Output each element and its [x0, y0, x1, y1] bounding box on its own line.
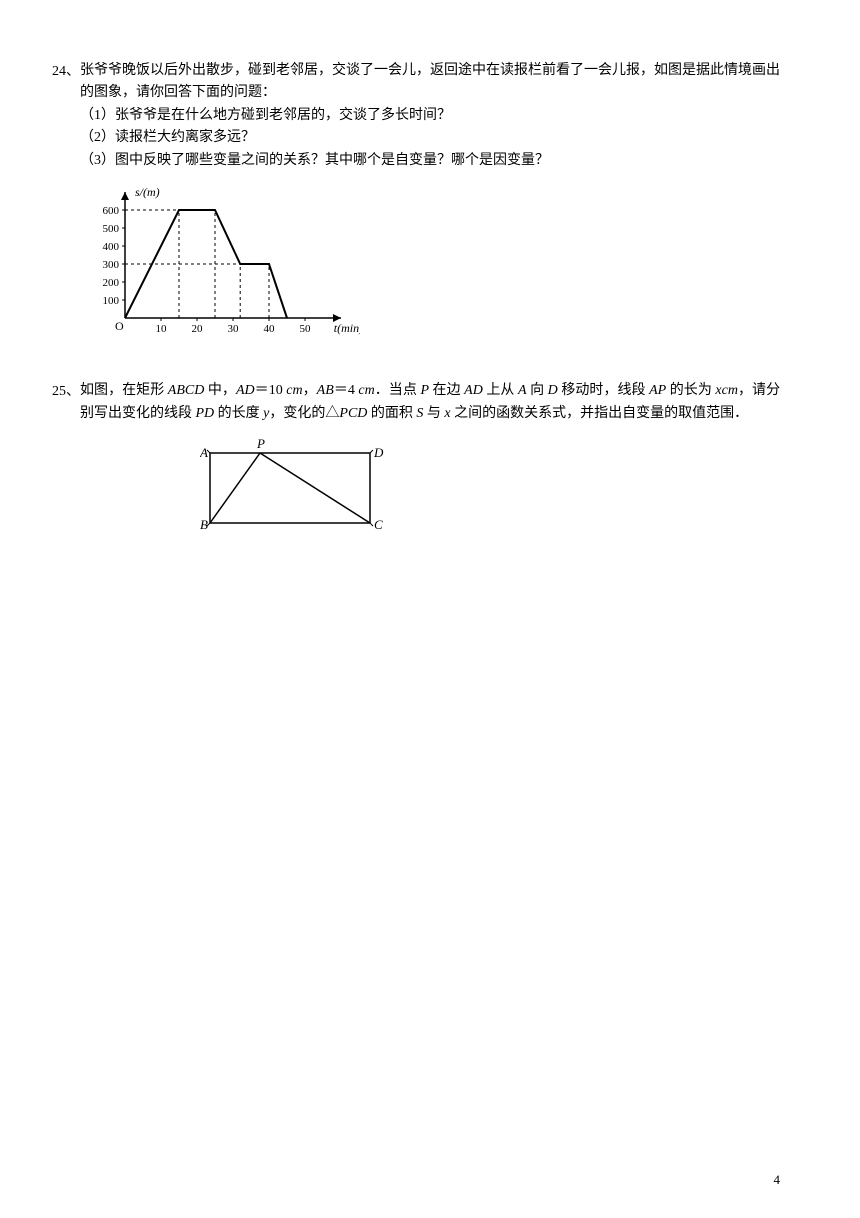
problem-25-text: 如图，在矩形 ABCD 中，AD＝10 cm，AB＝4 cm．当点 P 在边 A…	[80, 380, 780, 425]
svg-text:10: 10	[156, 323, 168, 335]
text-part: 在边	[429, 383, 464, 398]
svg-text:C: C	[374, 517, 383, 532]
rectangle-diagram: A D B C P	[200, 433, 400, 543]
page-number: 4	[774, 1172, 781, 1188]
text-part: 的长为	[666, 383, 715, 398]
svg-text:100: 100	[103, 295, 120, 307]
problem-25-figure: A D B C P	[200, 433, 780, 551]
problem-24-q3: （3）图中反映了哪些变量之间的关系？其中哪个是自变量？哪个是因变量？	[80, 150, 780, 172]
text-part: ＝10	[255, 383, 287, 398]
svg-text:200: 200	[103, 277, 120, 289]
text-part: 移动时，线段	[558, 383, 649, 398]
text-part: 的长度	[214, 406, 263, 421]
problem-24-figure: 100 200 300 400 500 600 10 20 30 40 50 s/(m) t(min) O	[80, 178, 780, 356]
problem-24: 24、 张爷爷晚饭以后外出散步，碰到老邻居，交谈了一会儿，返回途中在读报栏前看了…	[80, 60, 780, 356]
text-part: ，变化的△	[269, 406, 339, 421]
problem-24-q2: （2）读报栏大约离家多远？	[80, 127, 780, 149]
text-part: xcm	[715, 383, 738, 398]
text-part: 如图，在矩形	[80, 383, 168, 398]
text-part: 与	[423, 406, 444, 421]
problem-25-body: 如图，在矩形 ABCD 中，AD＝10 cm，AB＝4 cm．当点 P 在边 A…	[80, 380, 780, 551]
svg-text:40: 40	[264, 323, 276, 335]
text-part: 上从	[483, 383, 518, 398]
text-part: 中，	[204, 383, 236, 398]
text-part: AB	[317, 383, 334, 398]
text-part: ．当点	[375, 383, 421, 398]
text-part: ABCD	[168, 383, 205, 398]
svg-text:s/(m): s/(m)	[135, 185, 160, 199]
text-part: AD	[236, 383, 255, 398]
svg-text:B: B	[200, 517, 208, 532]
problem-24-body: 张爷爷晚饭以后外出散步，碰到老邻居，交谈了一会儿，返回途中在读报栏前看了一会儿报…	[80, 60, 780, 356]
text-part: 向	[527, 383, 548, 398]
problem-24-text: 张爷爷晚饭以后外出散步，碰到老邻居，交谈了一会儿，返回途中在读报栏前看了一会儿报…	[80, 60, 780, 105]
text-part: 之间的函数关系式，并指出自变量的取值范围．	[451, 406, 749, 421]
svg-text:50: 50	[300, 323, 312, 335]
text-part: P	[420, 383, 429, 398]
svg-text:30: 30	[228, 323, 240, 335]
svg-text:t(min): t(min)	[334, 321, 360, 335]
svg-text:400: 400	[103, 241, 120, 253]
svg-text:D: D	[373, 445, 384, 460]
text-part: ＝4	[334, 383, 359, 398]
text-part: AP	[649, 383, 666, 398]
svg-text:300: 300	[103, 259, 120, 271]
problem-25: 25、 如图，在矩形 ABCD 中，AD＝10 cm，AB＝4 cm．当点 P …	[80, 380, 780, 551]
distance-time-chart: 100 200 300 400 500 600 10 20 30 40 50 s/(m) t(min) O	[80, 178, 360, 348]
svg-text:P: P	[256, 436, 265, 451]
svg-text:O: O	[115, 319, 124, 333]
text-part: cm	[286, 383, 302, 398]
text-part: 的面积	[367, 406, 416, 421]
svg-text:600: 600	[103, 205, 120, 217]
svg-text:500: 500	[103, 223, 120, 235]
text-part: D	[548, 383, 558, 398]
text-part: ，	[303, 383, 317, 398]
text-part: AD	[464, 383, 483, 398]
problem-number-24: 24、	[52, 60, 80, 80]
problem-24-q1: （1）张爷爷是在什么地方碰到老邻居的，交谈了多长时间？	[80, 105, 780, 127]
problem-number-25: 25、	[52, 380, 80, 400]
text-part: A	[518, 383, 527, 398]
text-part: PD	[196, 406, 215, 421]
text-part: PCD	[339, 406, 367, 421]
svg-text:A: A	[200, 445, 208, 460]
svg-text:20: 20	[192, 323, 204, 335]
text-part: cm	[358, 383, 374, 398]
